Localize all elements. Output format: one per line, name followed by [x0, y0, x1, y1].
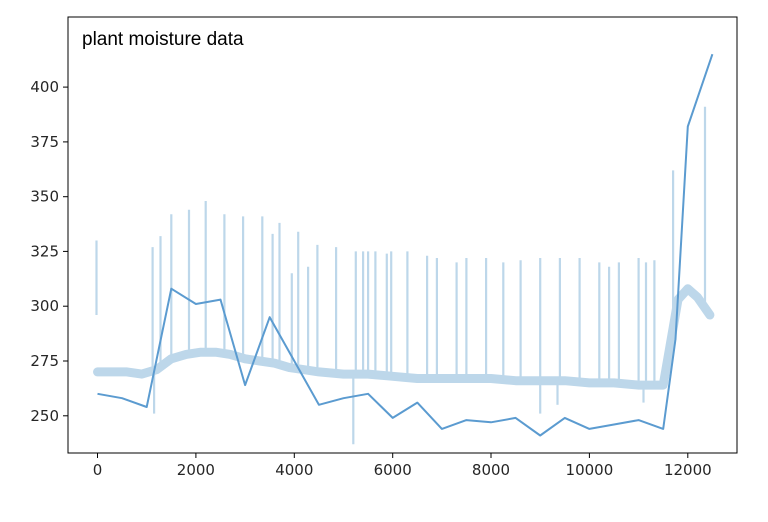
- y-tick-label: 375: [30, 133, 59, 151]
- x-tick-label: 2000: [177, 461, 215, 479]
- x-tick-label: 12000: [664, 461, 712, 479]
- series-layer: [93, 53, 715, 445]
- y-tick-label: 325: [30, 242, 59, 260]
- x-tick-label: 4000: [275, 461, 313, 479]
- series-averaged-line: [97, 53, 714, 437]
- x-tick-label: 6000: [374, 461, 412, 479]
- series-raw-readings: [93, 106, 715, 445]
- y-tick-label: 275: [30, 352, 59, 370]
- x-tick-label: 8000: [472, 461, 510, 479]
- tick-layer: 0 2000 4000 6000 8000 10000 12000 250 275 300 325 3…: [30, 78, 711, 479]
- x-tick-label: 0: [93, 461, 103, 479]
- x-tick-label: 10000: [566, 461, 614, 479]
- y-tick-label: 350: [30, 188, 59, 206]
- chart-title: plant moisture data: [82, 29, 244, 50]
- y-tick-label: 300: [30, 297, 59, 315]
- y-tick-label: 250: [30, 407, 59, 425]
- y-tick-label: 400: [30, 78, 59, 96]
- plot-frame: [67, 16, 738, 454]
